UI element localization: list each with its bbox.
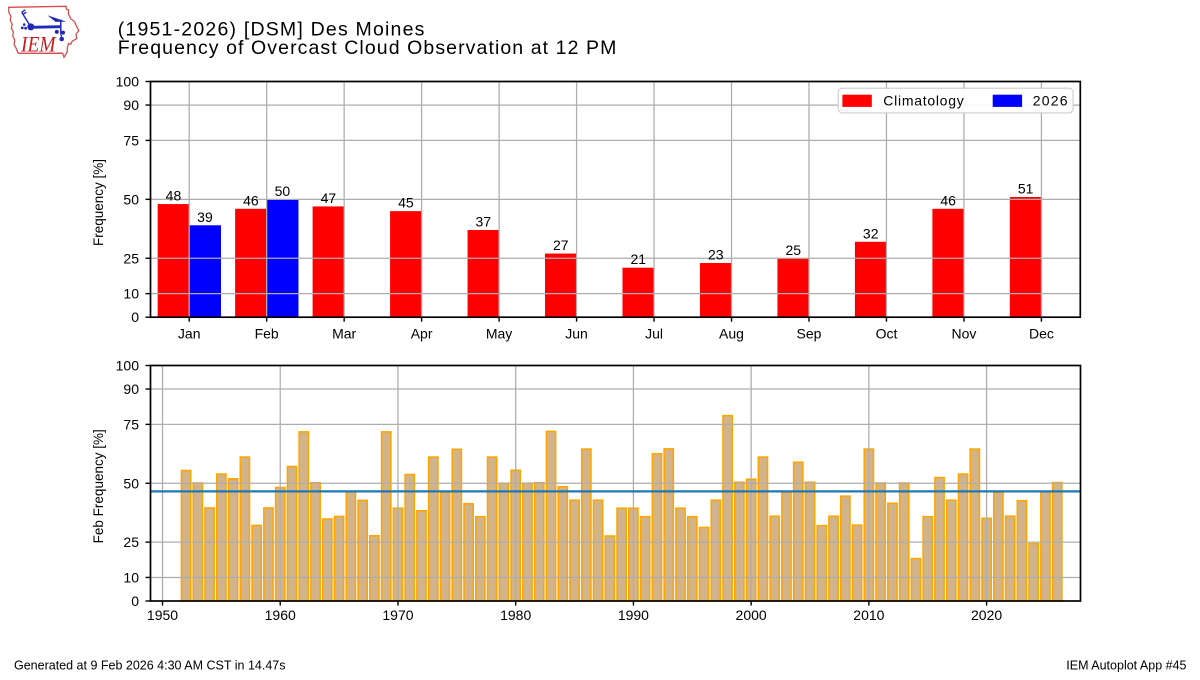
svg-text:1980: 1980 [500,607,531,623]
svg-text:1970: 1970 [382,607,413,623]
svg-text:2010: 2010 [853,607,884,623]
svg-text:Jul: Jul [645,326,663,342]
svg-text:Generated at 9 Feb 2026 4:30 A: Generated at 9 Feb 2026 4:30 AM CST in 1… [14,659,285,673]
svg-text:May: May [486,326,512,342]
svg-text:23: 23 [708,246,724,262]
svg-text:1950: 1950 [147,607,178,623]
svg-text:2026: 2026 [1033,93,1068,109]
svg-text:50: 50 [123,191,139,207]
svg-text:90: 90 [123,381,139,397]
svg-text:100: 100 [116,74,140,90]
svg-text:Feb Frequency [%]: Feb Frequency [%] [91,429,106,543]
svg-text:25: 25 [123,250,139,266]
svg-text:25: 25 [123,534,139,550]
svg-text:Dec: Dec [1029,326,1054,342]
svg-text:25: 25 [785,242,801,258]
svg-text:75: 75 [123,132,139,148]
svg-text:45: 45 [398,195,414,211]
svg-text:75: 75 [123,416,139,432]
svg-text:10: 10 [123,286,139,302]
svg-text:Feb: Feb [255,326,279,342]
svg-text:27: 27 [553,237,569,253]
svg-text:1990: 1990 [618,607,649,623]
svg-text:2020: 2020 [971,607,1002,623]
svg-text:IEM Autoplot App #45: IEM Autoplot App #45 [1066,659,1186,673]
svg-text:32: 32 [863,225,879,241]
svg-text:Frequency [%]: Frequency [%] [91,159,106,246]
svg-text:39: 39 [197,209,213,225]
svg-text:47: 47 [321,190,337,206]
svg-text:Sep: Sep [797,326,822,342]
svg-text:Apr: Apr [411,326,433,342]
svg-text:48: 48 [166,188,182,204]
svg-text:50: 50 [275,183,291,199]
svg-text:Frequency of Overcast Cloud Ob: Frequency of Overcast Cloud Observation … [118,37,617,59]
svg-text:51: 51 [1018,180,1034,196]
svg-text:Aug: Aug [719,326,744,342]
svg-text:21: 21 [631,251,647,267]
svg-text:Oct: Oct [876,326,898,342]
svg-text:100: 100 [116,358,140,374]
svg-text:37: 37 [476,213,492,229]
svg-text:10: 10 [123,569,139,585]
svg-text:0: 0 [131,309,139,325]
svg-text:46: 46 [243,192,259,208]
svg-text:90: 90 [123,97,139,113]
svg-text:Climatology: Climatology [883,93,963,109]
svg-text:Jun: Jun [565,326,588,342]
svg-text:2000: 2000 [736,607,767,623]
svg-text:Nov: Nov [951,326,976,342]
svg-text:Mar: Mar [332,326,356,342]
svg-text:1960: 1960 [265,607,296,623]
svg-text:IEM: IEM [20,31,56,56]
svg-text:0: 0 [131,593,139,609]
svg-text:46: 46 [940,192,956,208]
svg-text:(1951-2026) [DSM] Des Moines: (1951-2026) [DSM] Des Moines [118,18,425,40]
svg-text:50: 50 [123,475,139,491]
svg-text:Jan: Jan [178,326,201,342]
